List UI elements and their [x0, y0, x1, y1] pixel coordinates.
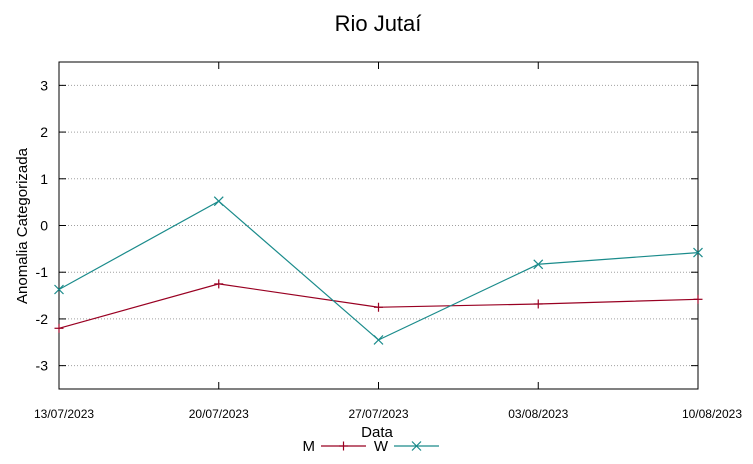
data-point-M [374, 302, 383, 312]
legend-marker [339, 441, 348, 451]
x-ticks: 13/07/2023 20/07/2023 27/07/2023 03/08/2023… [34, 62, 742, 421]
legend-label: W [374, 438, 389, 455]
x-tick-label: 27/07/2023 [348, 407, 408, 421]
x-tick-label: 20/07/2023 [189, 407, 249, 421]
y-tick-label: -1 [36, 264, 49, 280]
legend-marker [411, 441, 422, 451]
data-point-M [214, 279, 224, 289]
y-axis-label: Anomalia Categorizada [14, 147, 31, 304]
data-point-M [54, 323, 64, 333]
y-tick-label: -2 [36, 311, 49, 327]
y-tick-label: 2 [40, 124, 48, 140]
grid-layer [59, 84, 698, 367]
x-tick-label: 10/08/2023 [682, 407, 742, 421]
y-tick-label: 3 [40, 77, 48, 93]
legend-item-W: W [374, 438, 439, 455]
x-tick-label: 03/08/2023 [508, 407, 568, 421]
y-tick-label: -3 [36, 358, 49, 374]
data-point-W [693, 247, 703, 258]
legend-item-M: M [303, 438, 366, 455]
chart-title: Rio Jutaí [335, 11, 422, 36]
legend-label: M [303, 438, 316, 455]
data-point-M [533, 299, 543, 309]
data-point-W [533, 259, 544, 270]
y-ticks: -3 -2 -1 0 1 2 3 [36, 77, 698, 374]
data-point-W [54, 284, 64, 295]
series-layer [54, 196, 703, 345]
data-point-W [373, 335, 384, 345]
x-axis-label: Data [361, 424, 393, 441]
x-tick-label: 13/07/2023 [34, 407, 94, 421]
y-tick-label: 0 [40, 218, 48, 234]
data-point-M [693, 294, 703, 304]
data-point-W [213, 196, 224, 207]
y-tick-label: 1 [40, 171, 48, 187]
